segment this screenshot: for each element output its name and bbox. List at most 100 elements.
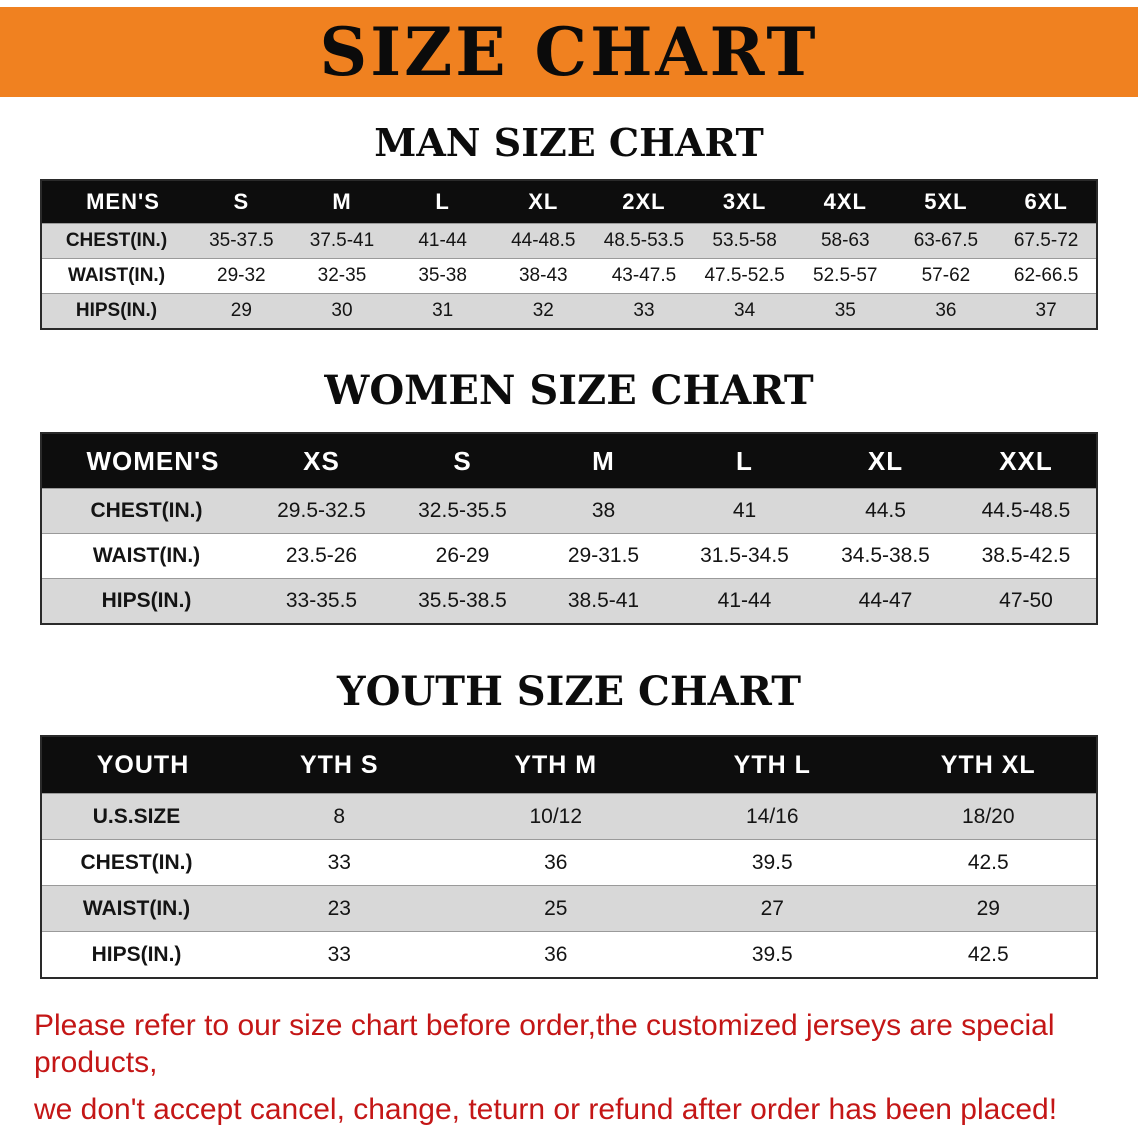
measurement-value: 25	[447, 885, 664, 932]
measurement-row: HIPS(IN.) 33-35.5 35.5-38.5 38.5-41 41-44 44-…	[41, 578, 1097, 624]
measurement-row: WAIST(IN.) 29-32 32-35 35-38 38-43 43-47.5 47.…	[41, 258, 1097, 294]
size-column-header: 4XL	[794, 179, 896, 224]
size-column-header: 6XL	[996, 179, 1097, 224]
youth-size-chart-heading: YOUTH SIZE CHART	[337, 667, 801, 715]
measurement-value: 35-38	[392, 258, 493, 294]
title-banner: SIZE CHART	[0, 7, 1138, 97]
measurement-row: CHEST(IN.) 33 36 39.5 42.5	[41, 839, 1097, 886]
measurement-label: WAIST(IN.)	[41, 533, 251, 579]
measurement-value: 62-66.5	[996, 258, 1097, 294]
measurement-row: CHEST(IN.) 35-37.5 37.5-41 41-44 44-48.5 48.5…	[41, 223, 1097, 259]
size-column-header: YTH M	[447, 735, 664, 794]
measurement-value: 44.5-48.5	[956, 488, 1097, 534]
measurement-value: 23	[231, 885, 448, 932]
measurement-value: 38.5-42.5	[956, 533, 1097, 579]
measurement-value: 41-44	[674, 578, 815, 624]
measurement-label: WAIST(IN.)	[41, 885, 231, 932]
size-column-header: XS	[251, 432, 392, 489]
size-column-header: XL	[492, 179, 594, 224]
disclaimer-line-2: we don't accept cancel, change, teturn o…	[34, 1092, 1058, 1126]
disclaimer-line-1: Please refer to our size chart before or…	[34, 1008, 1055, 1080]
men-size-table: MEN'S S M L XL 2XL 3XL 4XL 5XL 6XL CHEST(IN.) 35-37…	[40, 178, 1098, 330]
measurement-value: 41	[674, 488, 815, 534]
measurement-value: 37	[996, 293, 1097, 329]
measurement-value: 41-44	[392, 223, 493, 259]
measurement-value: 26-29	[392, 533, 533, 579]
measurement-value: 53.5-58	[694, 223, 795, 259]
measurement-value: 63-67.5	[895, 223, 997, 259]
measurement-label: HIPS(IN.)	[41, 931, 231, 978]
measurement-value: 34	[694, 293, 795, 329]
measurement-value: 29.5-32.5	[251, 488, 392, 534]
size-column-header: 2XL	[593, 179, 695, 224]
measurement-value: 38	[533, 488, 674, 534]
measurement-value: 33-35.5	[251, 578, 392, 624]
youth-table-header-row: YOUTH YTH S YTH M YTH L YTH XL	[41, 735, 1097, 794]
measurement-row: CHEST(IN.) 29.5-32.5 32.5-35.5 38 41 44.5 44.5…	[41, 488, 1097, 534]
measurement-value: 32	[492, 293, 594, 329]
measurement-value: 27	[664, 885, 881, 932]
measurement-value: 34.5-38.5	[815, 533, 956, 579]
measurement-value: 36	[447, 839, 664, 886]
measurement-row: WAIST(IN.) 23 25 27 29	[41, 885, 1097, 932]
size-column-header: M	[533, 432, 674, 489]
charts-container: MAN SIZE CHART MEN'S S M L XL 2XL 3XL 4XL 5XL 6XL C…	[0, 123, 1138, 979]
size-column-header: YTH XL	[880, 735, 1097, 794]
measurement-row: HIPS(IN.) 33 36 39.5 42.5	[41, 931, 1097, 978]
measurement-value: 67.5-72	[996, 223, 1097, 259]
measurement-value: 52.5-57	[794, 258, 896, 294]
size-column-header: XXL	[956, 432, 1097, 489]
measurement-value: 32.5-35.5	[392, 488, 533, 534]
women-size-chart-heading: WOMEN SIZE CHART	[324, 366, 814, 414]
measurement-row: U.S.SIZE 8 10/12 14/16 18/20	[41, 793, 1097, 840]
measurement-value: 29-31.5	[533, 533, 674, 579]
women-table-title: WOMEN'S	[41, 432, 251, 489]
measurement-value: 47-50	[956, 578, 1097, 624]
measurement-label: HIPS(IN.)	[41, 578, 251, 624]
page-title: SIZE CHART	[319, 13, 819, 91]
measurement-value: 18/20	[880, 793, 1097, 840]
measurement-value: 38-43	[492, 258, 594, 294]
measurement-value: 10/12	[447, 793, 664, 840]
measurement-value: 38.5-41	[533, 578, 674, 624]
measurement-value: 44-48.5	[492, 223, 594, 259]
size-column-header: XL	[815, 432, 956, 489]
measurement-value: 48.5-53.5	[593, 223, 695, 259]
measurement-value: 30	[291, 293, 393, 329]
size-column-header: 5XL	[895, 179, 997, 224]
measurement-label: U.S.SIZE	[41, 793, 231, 840]
measurement-value: 39.5	[664, 839, 881, 886]
measurement-value: 32-35	[291, 258, 393, 294]
size-column-header: S	[392, 432, 533, 489]
measurement-value: 29	[880, 885, 1097, 932]
size-column-header: 3XL	[694, 179, 795, 224]
measurement-label: WAIST(IN.)	[41, 258, 191, 294]
measurement-value: 33	[231, 839, 448, 886]
measurement-value: 31.5-34.5	[674, 533, 815, 579]
men-size-chart-section: MAN SIZE CHART MEN'S S M L XL 2XL 3XL 4XL 5XL 6XL C…	[0, 123, 1138, 330]
measurement-value: 36	[447, 931, 664, 978]
measurement-value: 35-37.5	[191, 223, 292, 259]
measurement-row: HIPS(IN.) 29 30 31 32 33 34 35 36 37	[41, 293, 1097, 329]
women-size-table: WOMEN'S XS S M L XL XXL CHEST(IN.) 29.5-32.5 32.5…	[40, 431, 1098, 625]
size-column-header: L	[392, 179, 493, 224]
measurement-value: 57-62	[895, 258, 997, 294]
measurement-value: 31	[392, 293, 493, 329]
measurement-label: CHEST(IN.)	[41, 488, 251, 534]
measurement-value: 42.5	[880, 839, 1097, 886]
women-size-chart-section: WOMEN SIZE CHART WOMEN'S XS S M L XL XXL CHEST(I…	[0, 366, 1138, 625]
measurement-label: HIPS(IN.)	[41, 293, 191, 329]
measurement-value: 14/16	[664, 793, 881, 840]
measurement-value: 42.5	[880, 931, 1097, 978]
size-column-header: YTH L	[664, 735, 881, 794]
women-table-header-row: WOMEN'S XS S M L XL XXL	[41, 432, 1097, 489]
measurement-value: 33	[593, 293, 695, 329]
measurement-value: 35.5-38.5	[392, 578, 533, 624]
measurement-value: 36	[895, 293, 997, 329]
size-column-header: S	[191, 179, 292, 224]
disclaimer: Please refer to our size chart before or…	[34, 1007, 1104, 1129]
measurement-value: 44-47	[815, 578, 956, 624]
measurement-row: WAIST(IN.) 23.5-26 26-29 29-31.5 31.5-34.5 34…	[41, 533, 1097, 579]
measurement-value: 37.5-41	[291, 223, 393, 259]
size-column-header: L	[674, 432, 815, 489]
